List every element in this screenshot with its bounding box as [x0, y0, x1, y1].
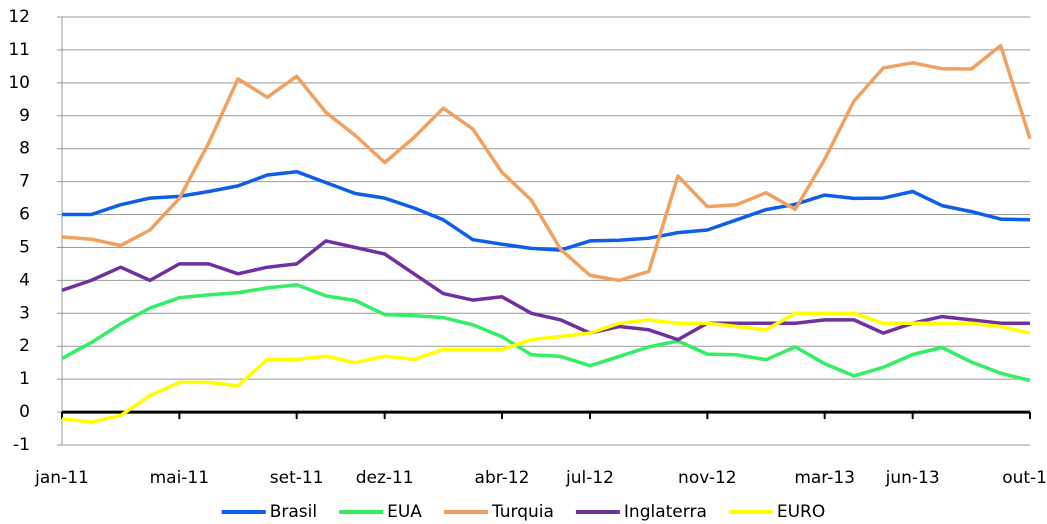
- x-tick-label: dez-11: [356, 468, 414, 488]
- series-line: [62, 169, 1031, 252]
- x-tick-label: jul-12: [565, 468, 614, 488]
- x-tick-label: abr-12: [475, 468, 530, 488]
- x-tick-label: jun-13: [885, 468, 940, 488]
- y-tick-label: 0: [19, 402, 30, 422]
- y-tick-label: 12: [8, 7, 30, 27]
- x-tick-label: set-11: [270, 468, 324, 488]
- y-tick-label: 11: [8, 40, 30, 60]
- y-tick-label: 9: [19, 106, 30, 126]
- y-tick-label: 1: [19, 369, 30, 389]
- legend-label: Brasil: [270, 502, 317, 522]
- x-tick-label: mar-13: [794, 468, 855, 488]
- y-tick-label: 6: [19, 205, 30, 225]
- x-tick-label: out-13: [1002, 468, 1047, 488]
- y-tick-label: 4: [19, 270, 30, 290]
- series-line: [61, 282, 1031, 383]
- x-tick-label: mai-11: [150, 468, 209, 488]
- x-tick-label: jan-11: [34, 468, 89, 488]
- y-tick-label: 2: [19, 336, 30, 356]
- legend-label: EURO: [777, 502, 825, 522]
- legend-label: EUA: [387, 502, 422, 522]
- y-tick-label: -1: [13, 435, 30, 455]
- y-tick-label: 8: [19, 139, 30, 159]
- x-tick-label: nov-12: [678, 468, 737, 488]
- series-line: [61, 43, 1032, 283]
- legend-label: Inglaterra: [624, 502, 707, 522]
- y-tick-label: 7: [19, 172, 30, 192]
- series-line: [61, 311, 1031, 424]
- y-tick-label: 5: [19, 237, 30, 257]
- series-line: [61, 239, 1030, 342]
- y-tick-label: 10: [8, 73, 30, 93]
- y-tick-label: 3: [19, 303, 30, 323]
- legend-label: Turquia: [491, 502, 554, 522]
